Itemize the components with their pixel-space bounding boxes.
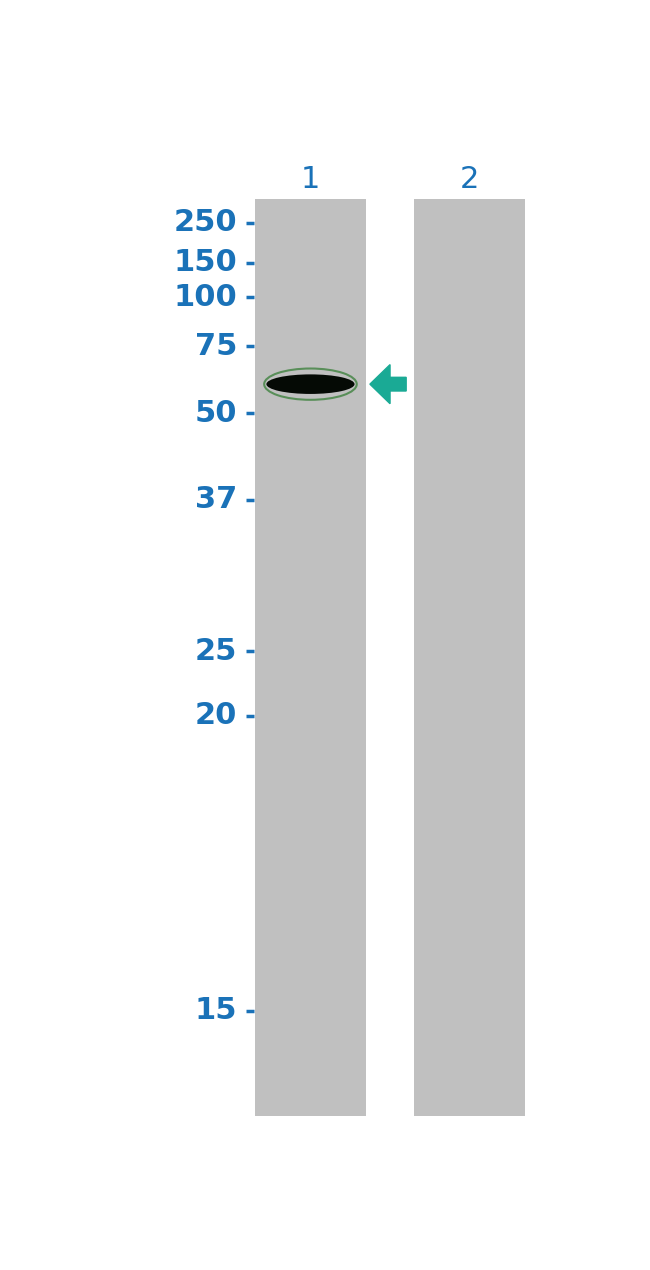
Text: 25: 25 (195, 636, 237, 665)
Text: 2: 2 (460, 165, 479, 194)
Bar (255, 199, 366, 1115)
Text: 20: 20 (195, 701, 237, 730)
Text: 15: 15 (195, 997, 237, 1025)
Text: 75: 75 (195, 331, 237, 361)
FancyArrow shape (370, 364, 406, 404)
Text: 250: 250 (174, 208, 237, 237)
Text: 1: 1 (301, 165, 320, 194)
Text: 50: 50 (195, 399, 237, 428)
Text: 150: 150 (174, 249, 237, 277)
Text: 37: 37 (195, 485, 237, 514)
Ellipse shape (266, 375, 354, 394)
Bar (414, 199, 525, 1115)
Text: 100: 100 (174, 283, 237, 311)
